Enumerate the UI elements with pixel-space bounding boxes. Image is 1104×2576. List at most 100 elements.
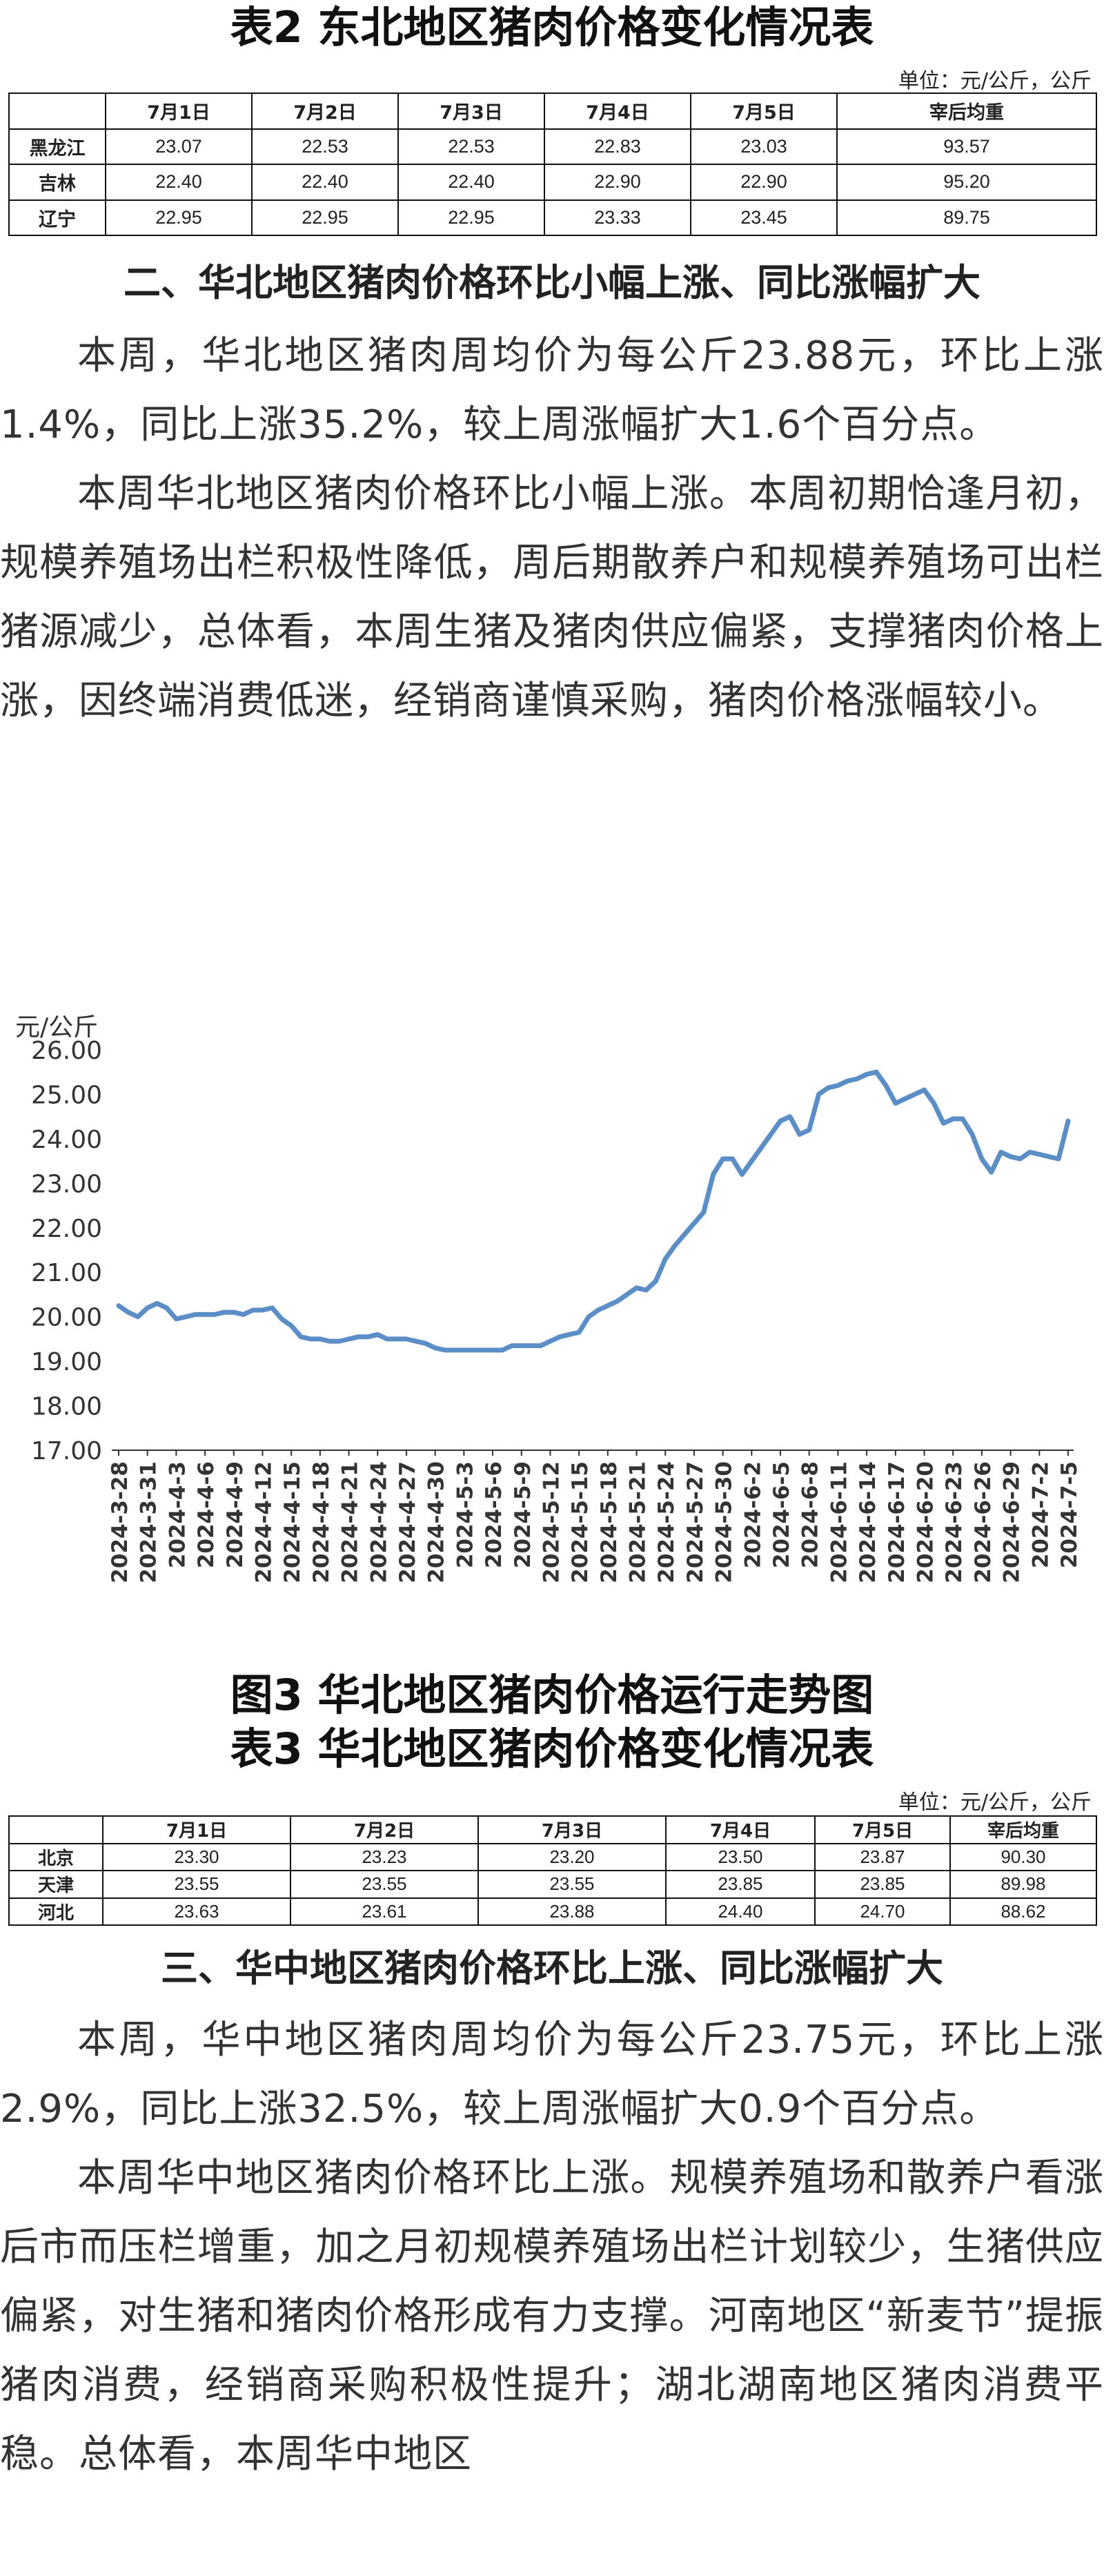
price-cell: 22.95 [397, 199, 545, 236]
data-point [836, 1083, 840, 1088]
data-point [231, 1310, 236, 1315]
data-point [912, 1092, 917, 1097]
x-tick-label: 2024-5-27 [683, 1461, 708, 1583]
price-cell: 23.85 [665, 1870, 816, 1899]
table2-header-row: 7月1日 7月2日 7月3日 7月4日 7月5日 宰后均重 [8, 92, 1097, 130]
x-tick-label: 2024-6-5 [769, 1461, 794, 1568]
data-point [164, 1305, 169, 1310]
price-cell: 22.40 [251, 164, 399, 201]
data-point [1047, 1154, 1052, 1159]
section3-body: 本周，华中地区猪肉周均价为每公斤23.75元，环比上涨2.9%，同比上涨32.5… [0, 2006, 1104, 2489]
table3-header-cell: 7月3日 [477, 1815, 667, 1844]
data-point [337, 1339, 342, 1344]
data-point [720, 1156, 725, 1161]
data-point [874, 1070, 878, 1075]
price-trend-chart: 元/公斤 17.00 18.00 19.00 20.00 21.00 22.00 23.00… [15, 1013, 1082, 1583]
data-point [423, 1341, 428, 1346]
x-tick-label: 2024-4-3 [165, 1461, 190, 1568]
data-point [577, 1330, 582, 1335]
x-tick-label: 2024-4-18 [309, 1461, 334, 1583]
price-cell: 22.90 [690, 164, 838, 201]
x-tick-label: 2024-5-18 [597, 1461, 622, 1583]
data-point [299, 1334, 304, 1339]
y-tick-label: 22.00 [31, 1215, 102, 1243]
x-tick-label: 2024-5-30 [712, 1461, 737, 1583]
data-point [346, 1336, 351, 1341]
price-cell: 22.40 [105, 164, 253, 201]
table2: 7月1日 7月2日 7月3日 7月4日 7月5日 宰后均重 黑龙江 23.07 … [8, 92, 1097, 236]
table2-header-cell: 7月1日 [105, 92, 253, 130]
data-point [605, 1303, 610, 1308]
y-tick-label: 17.00 [31, 1437, 102, 1465]
price-cell: 22.95 [251, 199, 399, 236]
table2-header-cell: 7月5日 [690, 92, 838, 130]
x-tick-label: 2024-4-15 [280, 1461, 305, 1583]
region-cell: 黑龙江 [8, 128, 106, 165]
table-row: 吉林 22.40 22.40 22.40 22.90 22.90 95.20 [8, 164, 1097, 201]
table-row: 河北 23.63 23.61 23.88 24.40 24.70 88.62 [8, 1897, 1097, 1926]
section2-paragraph-2: 本周华北地区猪肉价格环比小幅上涨。本周初期恰逢月初，规模养殖场出栏积极性降低，周… [0, 471, 1104, 723]
x-tick-label: 2024-3-28 [108, 1461, 132, 1583]
table3-header-cell [8, 1815, 103, 1844]
series-points [117, 1070, 1070, 1352]
price-cell: 22.95 [105, 199, 253, 236]
data-point [673, 1243, 678, 1248]
price-cell: 22.83 [544, 128, 691, 165]
table3-header-row: 7月1日 7月2日 7月3日 7月4日 7月5日 宰后均重 [8, 1815, 1097, 1844]
data-point [481, 1348, 486, 1352]
x-tick-label: 2024-5-3 [453, 1461, 477, 1568]
x-tick-label: 2024-4-9 [223, 1461, 248, 1568]
data-point [250, 1308, 255, 1312]
x-tick-label: 2024-4-30 [424, 1461, 449, 1583]
data-point [1027, 1150, 1032, 1155]
x-tick-label: 2024-4-12 [251, 1461, 276, 1583]
y-axis-label: 元/公斤 [15, 1013, 98, 1042]
data-point [221, 1310, 226, 1315]
x-tick-label: 2024-6-23 [942, 1461, 967, 1583]
data-point [538, 1343, 543, 1348]
data-point [903, 1096, 907, 1101]
data-point [452, 1348, 457, 1352]
x-tick-label: 2024-6-17 [885, 1461, 909, 1583]
price-cell: 22.40 [397, 164, 545, 201]
x-tick-label: 2024-5-21 [626, 1461, 651, 1583]
table3-title: 表3 华北地区猪肉价格变化情况表 [230, 1724, 874, 1774]
data-point [270, 1305, 275, 1310]
table3-header-cell: 7月5日 [814, 1815, 951, 1844]
data-point [404, 1336, 408, 1341]
data-point [769, 1132, 773, 1137]
data-point [519, 1343, 524, 1348]
data-point [979, 1156, 984, 1161]
data-point [970, 1132, 974, 1137]
data-point [317, 1336, 322, 1341]
data-point [951, 1116, 956, 1121]
x-axis-ticks: 2024-3-28 2024-3-31 2024-4-3 2024-4-6 2024-4… [108, 1450, 1082, 1583]
x-tick-label: 2024-5-9 [511, 1461, 535, 1568]
price-cell: 23.63 [102, 1897, 291, 1926]
data-point [615, 1299, 620, 1304]
data-point [749, 1159, 754, 1164]
table-row: 黑龙江 23.07 22.53 22.53 22.83 23.03 93.57 [8, 128, 1097, 165]
weight-cell: 93.57 [836, 128, 1097, 165]
weight-cell: 95.20 [836, 164, 1097, 201]
data-point [174, 1316, 179, 1321]
data-point [1037, 1152, 1042, 1157]
data-point [730, 1156, 735, 1161]
x-tick-label: 2024-3-31 [137, 1461, 161, 1583]
x-tick-label: 2024-4-27 [395, 1461, 420, 1583]
table3-header-cell: 7月2日 [290, 1815, 479, 1844]
data-point [558, 1334, 562, 1339]
weight-cell: 88.62 [949, 1897, 1097, 1926]
data-point [279, 1316, 284, 1321]
price-cell: 22.90 [544, 164, 691, 201]
x-tick-label: 2024-6-20 [914, 1461, 938, 1583]
price-cell: 23.03 [690, 128, 838, 165]
price-cell: 23.45 [690, 199, 838, 236]
price-cell: 24.40 [665, 1897, 816, 1926]
data-point [624, 1292, 629, 1297]
data-point [213, 1312, 217, 1317]
data-point [653, 1279, 658, 1284]
data-point [126, 1310, 130, 1315]
table3-unit: 单位：元/公斤，公斤 [898, 1790, 1092, 1815]
data-point [893, 1101, 898, 1106]
